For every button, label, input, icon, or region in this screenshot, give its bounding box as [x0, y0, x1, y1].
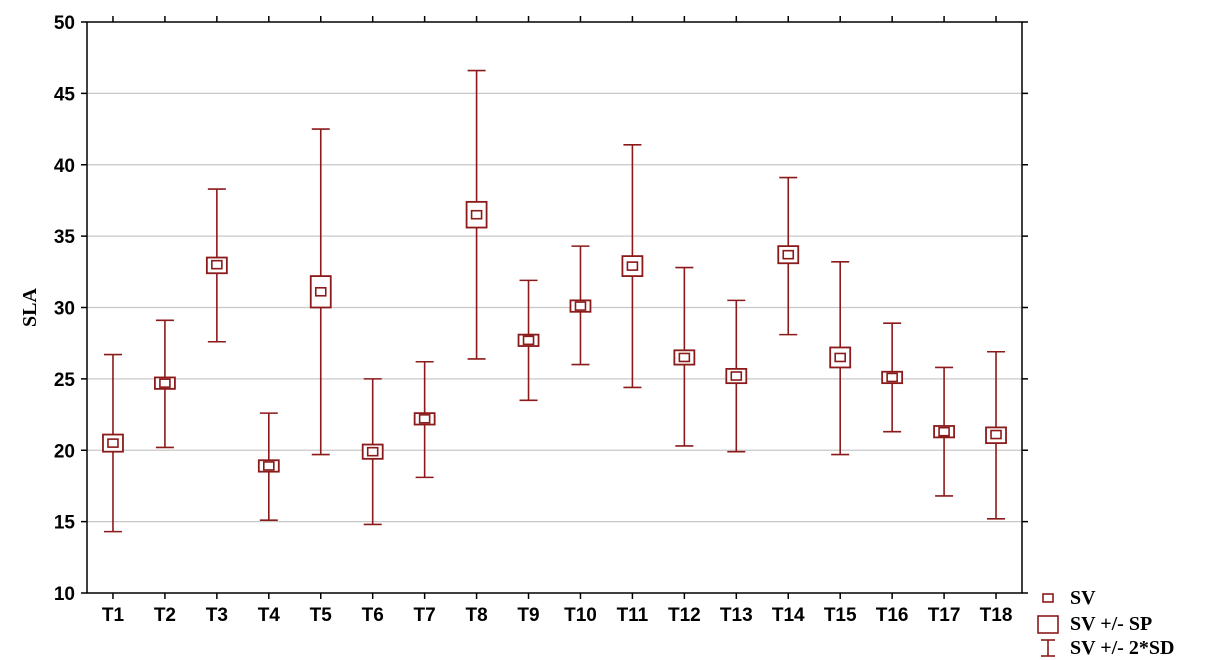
x-tick-label: T8	[465, 605, 487, 626]
x-axis-ticks: T1 T2 T3 T4 T5 T6 T7 T8 T9 T10 T11 T12 T13 T14 T15 T16 T…	[102, 16, 1013, 626]
x-tick-label: T4	[258, 605, 281, 626]
legend-label-se: SV +/- SP	[1070, 613, 1152, 635]
box-T10	[569, 245, 592, 366]
y-tick-label: 10	[54, 584, 75, 605]
box-T11	[621, 143, 644, 389]
x-tick-label: T2	[154, 605, 176, 626]
legend-label-sd: SV +/- 2*SD	[1070, 637, 1174, 659]
box-T8	[465, 69, 488, 360]
mean-marker	[574, 301, 587, 311]
grid-lines	[87, 92, 1022, 523]
legend-se-box	[1037, 615, 1059, 634]
y-tick-label: 50	[54, 13, 75, 34]
box-T3	[205, 188, 228, 343]
mean-marker	[938, 426, 950, 437]
y-tick-label: 35	[54, 227, 76, 248]
y-tick-label: 30	[54, 299, 75, 320]
x-tick-label: T17	[928, 605, 961, 626]
x-tick-label: T13	[720, 605, 753, 626]
x-tick-label: T3	[206, 605, 228, 626]
mean-marker	[782, 249, 795, 260]
y-tick-label: 40	[54, 156, 75, 177]
mean-marker	[263, 461, 275, 471]
mean-marker	[990, 429, 1002, 440]
mean-marker	[418, 414, 431, 424]
mean-marker	[834, 352, 846, 363]
box-T16	[881, 322, 904, 433]
y-tick-label: 45	[54, 84, 76, 105]
mean-marker	[678, 352, 691, 363]
box-T7	[413, 360, 436, 479]
x-tick-label: T15	[824, 605, 857, 626]
x-tick-label: T16	[876, 605, 909, 626]
x-tick-label: T5	[310, 605, 333, 626]
x-tick-label: T14	[772, 605, 805, 626]
legend-mean-marker	[1042, 593, 1054, 603]
box-T12	[673, 266, 696, 447]
mean-marker	[470, 209, 483, 220]
box-T17	[933, 366, 955, 497]
y-tick-label: 15	[54, 513, 76, 534]
mean-marker	[211, 259, 223, 270]
y-axis-label: SLA	[19, 287, 41, 326]
x-tick-label: T9	[517, 605, 539, 626]
box-T18	[985, 350, 1007, 520]
x-tick-label: T6	[362, 605, 384, 626]
x-tick-label: T10	[564, 605, 597, 626]
x-tick-label: T11	[617, 605, 649, 626]
box-T6	[361, 378, 384, 526]
y-tick-label: 20	[54, 441, 75, 462]
box-T4	[257, 412, 280, 521]
boxes	[102, 69, 1007, 533]
mean-marker	[107, 438, 119, 448]
y-tick-label: 25	[54, 370, 76, 391]
x-tick-label: T18	[980, 605, 1013, 626]
legend-label-mean: SV	[1070, 587, 1096, 609]
x-tick-label: T1	[102, 605, 125, 626]
mean-marker	[314, 286, 327, 297]
mean-marker	[626, 261, 639, 271]
box-T1	[102, 353, 124, 533]
mean-marker	[366, 446, 379, 457]
box-T5	[309, 128, 332, 456]
box-T2	[154, 319, 176, 449]
x-tick-label: T7	[414, 605, 436, 626]
mean-marker	[886, 372, 898, 383]
mean-marker	[522, 335, 535, 346]
x-tick-label: T12	[668, 605, 701, 626]
plot-frame	[86, 21, 1023, 594]
box-T14	[777, 176, 800, 336]
box-T9	[517, 279, 540, 402]
mean-marker	[159, 378, 171, 388]
box-T13	[725, 299, 748, 453]
y-axis-ticks: 10 15 20 25 30 35 40 45 50	[54, 13, 1028, 605]
mean-marker	[730, 371, 743, 381]
box-T15	[829, 261, 852, 456]
